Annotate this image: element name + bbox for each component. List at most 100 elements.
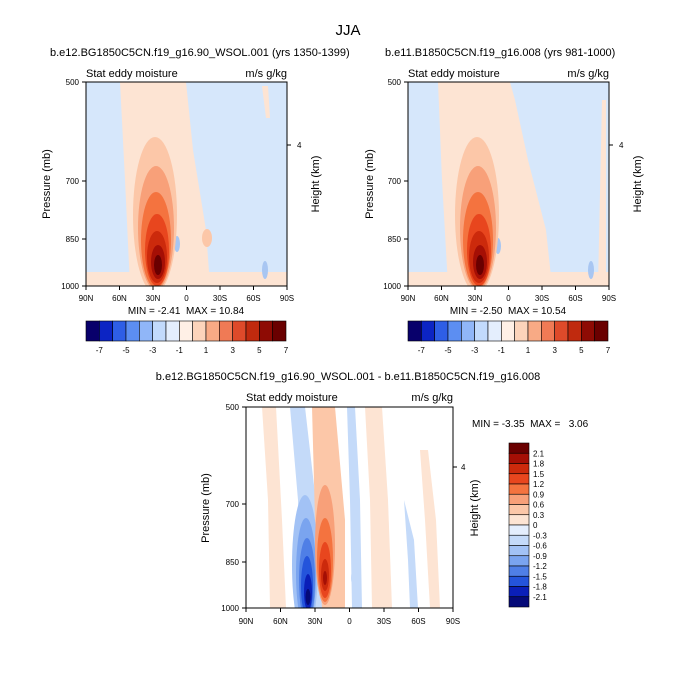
contour-level: [154, 255, 162, 275]
contour-level: [202, 229, 212, 247]
right-axis: 4 Height (km): [287, 141, 322, 212]
x-axis: 90N 60N 30N 0 30S 60S 90S: [401, 286, 616, 303]
right-tick-label: 4: [461, 463, 466, 472]
colorbar-swatch: [508, 493, 530, 505]
x-tick-label: 90N: [401, 294, 416, 303]
colorbar-label: 0.6: [533, 501, 545, 510]
right-tick-label: 4: [297, 141, 302, 150]
colorbar-label: -0.9: [533, 552, 547, 561]
panel-title: b.e12.BG1850C5CN.f19_g16.90_WSOL.001 (yr…: [50, 47, 350, 59]
colorbar-top-right: -7 -5 -3 -1 1 3 5 7: [407, 320, 611, 355]
colorbar-swatch: [205, 320, 220, 342]
right-tick-label: 4: [619, 141, 624, 150]
min-max-label: MIN = -2.41 MAX = 10.84: [128, 306, 245, 317]
colorbar-label: -0.6: [533, 542, 547, 551]
y-axis: 500 700 850 1000 Pressure (mb): [364, 78, 408, 291]
colorbar-label: -2.1: [533, 593, 547, 602]
x-tick-label: 30N: [468, 294, 483, 303]
y-tick-label: 1000: [61, 282, 79, 291]
colorbar-label: 2.1: [533, 449, 545, 458]
colorbar-swatch: [508, 473, 530, 485]
y-tick-label: 850: [388, 235, 402, 244]
colorbar-swatch: [508, 452, 530, 464]
colorbar-label: -1.2: [533, 562, 547, 571]
positive-region: [262, 407, 286, 608]
colorbar-label: 1: [526, 346, 531, 355]
x-tick-label: 60N: [273, 617, 288, 626]
y-tick-label: 850: [66, 235, 80, 244]
y-tick-label: 500: [388, 78, 402, 87]
y-tick-label: 1000: [221, 604, 239, 613]
positive-region: [365, 407, 392, 608]
colorbar-swatch: [508, 483, 530, 495]
colorbar-swatch: [567, 320, 582, 342]
colorbar-swatch: [487, 320, 502, 342]
colorbar-label: -7: [418, 346, 426, 355]
colorbar-swatch: [245, 320, 260, 342]
positive-region: [598, 100, 606, 286]
contour-level: [305, 589, 311, 605]
x-tick-label: 90S: [602, 294, 616, 303]
y-axis: 500 700 850 1000 Pressure (mb): [41, 78, 86, 291]
colorbar-label: 7: [284, 346, 289, 355]
x-tick-label: 60N: [434, 294, 449, 303]
colorbar-label: -5: [444, 346, 452, 355]
colorbar-swatch: [508, 586, 530, 598]
colorbar-swatch: [407, 320, 422, 342]
panel-top-right: b.e11.B1850C5CN.f19_g16.008 (yrs 981-100…: [364, 47, 644, 317]
negative-region: [404, 500, 418, 608]
colorbar-label: -1: [176, 346, 184, 355]
y-tick-label: 850: [226, 558, 240, 567]
colorbar-label: 1: [204, 346, 209, 355]
right-axis-label: Height (km): [310, 156, 322, 213]
colorbar-label: -1.5: [533, 572, 547, 581]
colorbar-label: 0: [533, 521, 538, 530]
colorbar-swatch: [272, 320, 287, 342]
colorbar-swatch: [85, 320, 100, 342]
min-max-label: MIN = -3.35 MAX = 3.06: [472, 419, 589, 430]
panel-title: b.e12.BG1850C5CN.f19_g16.90_WSOL.001 - b…: [156, 371, 540, 383]
colorbar-label: 3: [552, 346, 557, 355]
panel-title: b.e11.B1850C5CN.f19_g16.008 (yrs 981-100…: [385, 47, 615, 59]
colorbar-swatch: [581, 320, 595, 342]
colorbar-label: -3: [471, 346, 479, 355]
colorbar-swatch: [192, 320, 207, 342]
colorbar-swatch: [434, 320, 449, 342]
y-tick-label: 500: [226, 403, 240, 412]
colorbar-swatch: [527, 320, 542, 342]
colorbar-swatch: [232, 320, 247, 342]
right-string: m/s g/kg: [245, 68, 287, 80]
x-tick-label: 60N: [112, 294, 127, 303]
colorbar-label: 5: [257, 346, 262, 355]
colorbar-swatch: [139, 320, 153, 342]
colorbar-swatch: [165, 320, 180, 342]
x-tick-label: 0: [506, 294, 511, 303]
colorbar-swatch: [508, 596, 530, 608]
colorbar-swatch: [508, 442, 530, 454]
y-tick-label: 1000: [383, 282, 401, 291]
colorbar-swatch: [152, 320, 167, 342]
colorbar-swatch: [461, 320, 475, 342]
contour-field: [86, 82, 287, 286]
right-axis: 4 Height (km): [609, 141, 644, 212]
colorbar-swatch: [508, 463, 530, 475]
colorbar-swatch: [99, 320, 113, 342]
min-max-label: MIN = -2.50 MAX = 10.54: [450, 306, 567, 317]
x-tick-label: 90N: [79, 294, 94, 303]
colorbar-swatch: [179, 320, 193, 342]
colorbar-swatch: [594, 320, 609, 342]
left-string: Stat eddy moisture: [86, 68, 178, 80]
colorbar-top-left: -7 -5 -3 -1 1 3 5 7: [85, 320, 289, 355]
x-tick-label: 90N: [239, 617, 254, 626]
y-axis-label: Pressure (mb): [364, 149, 376, 219]
x-tick-label: 0: [347, 617, 352, 626]
colorbar-swatch: [508, 555, 530, 567]
colorbar-label: 0.9: [533, 490, 545, 499]
colorbar-swatch: [508, 524, 530, 536]
contour-field: [408, 82, 609, 286]
colorbar-swatch: [125, 320, 140, 342]
left-string: Stat eddy moisture: [246, 392, 338, 404]
colorbar-swatch: [508, 514, 530, 526]
colorbar-swatch: [112, 320, 127, 342]
